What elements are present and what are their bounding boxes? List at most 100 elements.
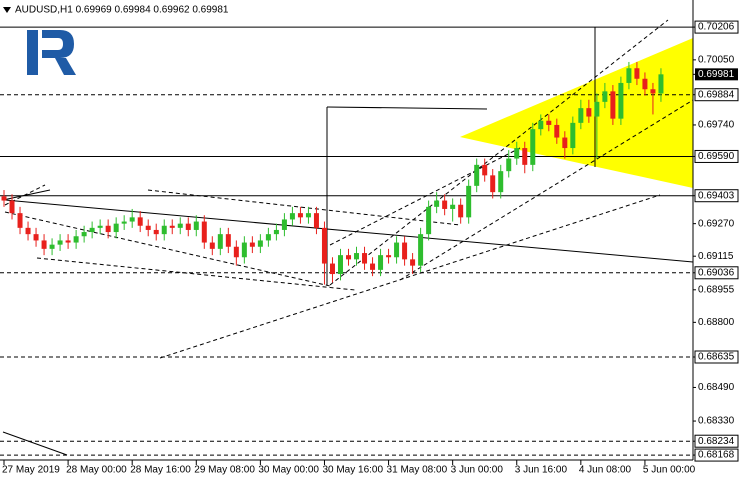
candle-body	[241, 242, 247, 258]
candle-body	[313, 213, 319, 228]
y-tick-label: 0.69115	[698, 251, 734, 262]
candle-body	[105, 225, 111, 233]
current-price-box	[695, 68, 738, 81]
candle-body	[410, 259, 416, 266]
candle-body	[402, 242, 408, 260]
level-label-box	[694, 266, 739, 280]
candle-body	[394, 242, 400, 258]
candle-body	[81, 232, 87, 237]
y-tick-label: 0.68234	[698, 436, 735, 447]
y-tick-label: 0.70206	[698, 22, 735, 33]
candle-body	[169, 225, 175, 228]
candle-body	[658, 74, 664, 94]
candle-body	[73, 236, 79, 243]
x-tick-label: 29 May 08:00	[194, 465, 255, 476]
candle-body	[297, 213, 303, 218]
candle-body	[586, 108, 592, 117]
y-tick-label: 0.69740	[698, 120, 735, 131]
candle-body	[426, 206, 432, 235]
candle-body	[642, 78, 648, 90]
level-label-box	[694, 189, 739, 203]
x-tick-label: 30 May 16:00	[322, 465, 383, 476]
y-tick-label: 0.69981	[698, 69, 735, 80]
candle-body	[321, 227, 327, 264]
x-tick-label: 28 May 00:00	[66, 465, 127, 476]
trend-line	[4, 199, 694, 263]
trend-line	[2, 189, 51, 201]
candle-body	[490, 175, 496, 193]
y-tick-label: 0.70050	[698, 54, 735, 65]
chart-title: AUDUSD,H1 0.69969 0.69984 0.69962 0.6998…	[15, 5, 229, 16]
candle-body	[113, 223, 119, 233]
candle-body	[386, 255, 392, 258]
trend-line	[399, 99, 694, 281]
menu-icon[interactable]	[3, 7, 11, 13]
x-tick-label: 5 Jun 00:00	[643, 465, 696, 476]
candle-body	[161, 225, 167, 235]
candle-body	[370, 263, 376, 270]
y-axis-labels: 0.70206 0.70050 0.69981 0.69884 0.69740 0.695…	[693, 20, 739, 462]
trend-line	[329, 147, 521, 246]
candle-body	[233, 246, 239, 258]
candle-body	[137, 217, 143, 226]
x-tick-label: 3 Jun 00:00	[451, 465, 504, 476]
candle-body	[378, 255, 384, 270]
trend-line	[159, 194, 661, 359]
y-tick-label: 0.68168	[698, 450, 735, 461]
candle-body	[329, 263, 335, 275]
x-tick-label: 28 May 16:00	[130, 465, 191, 476]
candle-body	[17, 213, 23, 228]
candle-body	[498, 171, 504, 193]
candle-body	[578, 108, 584, 123]
candle-body	[281, 219, 287, 230]
logo	[27, 30, 76, 75]
candle-body	[129, 217, 135, 222]
x-tick-label: 4 Jun 08:00	[579, 465, 632, 476]
trend-line	[329, 19, 669, 286]
candle-body	[65, 240, 71, 243]
candle-body	[538, 120, 544, 130]
candle-body	[305, 213, 311, 218]
candle-body	[466, 185, 472, 218]
x-tick-label: 31 May 08:00	[387, 465, 448, 476]
candle-body	[362, 253, 368, 264]
candle-body	[610, 91, 616, 119]
candle-body	[514, 148, 520, 159]
levels	[0, 26, 693, 456]
candle-body	[450, 204, 456, 209]
candle-body	[602, 91, 608, 102]
candle-body	[185, 223, 191, 230]
candle-body	[201, 221, 207, 243]
candle-body	[482, 164, 488, 176]
x-tick-label: 30 May 00:00	[258, 465, 319, 476]
y-tick-label: 0.68635	[698, 352, 735, 363]
y-tick-label: 0.69270	[698, 218, 735, 229]
candle-body	[522, 148, 528, 165]
candle-body	[354, 253, 360, 260]
candle-body	[554, 124, 560, 138]
candle-body	[257, 240, 263, 247]
candle-body	[594, 101, 600, 117]
y-tick-label: 0.69884	[698, 89, 735, 100]
candle-body	[337, 255, 343, 275]
candle-body	[530, 129, 536, 165]
candle-body	[249, 242, 255, 247]
candle-body	[546, 120, 552, 125]
candle-body	[458, 204, 464, 218]
level-label-box	[694, 88, 739, 102]
candle-body	[217, 234, 223, 249]
candle-body	[209, 242, 215, 249]
candle-body	[89, 227, 95, 233]
level-label-box	[694, 448, 739, 462]
candle-body	[153, 229, 159, 235]
candle-body	[265, 234, 271, 241]
candle-body	[9, 200, 15, 214]
candle-body	[145, 225, 151, 230]
candle-body	[618, 82, 624, 119]
candle-body	[193, 221, 199, 230]
candle-body	[474, 164, 480, 186]
candle-body	[626, 68, 632, 83]
candle-body	[562, 137, 568, 149]
level-label-box	[694, 20, 739, 34]
